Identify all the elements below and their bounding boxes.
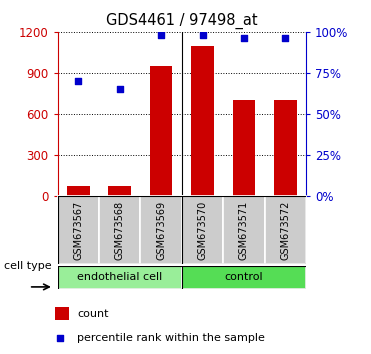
Point (117, 87, 123, 92)
Point (241, 36, 247, 41)
Text: GSM673570: GSM673570 (197, 200, 207, 260)
Text: GSM673571: GSM673571 (239, 200, 249, 260)
Point (200, 32, 206, 38)
Text: percentile rank within the sample: percentile rank within the sample (77, 333, 265, 343)
Bar (233, 101, 255, 196)
Bar (58, 266, 182, 289)
Text: GSM673569: GSM673569 (156, 200, 166, 260)
Bar (55, 307, 69, 320)
Bar (108, 186, 131, 196)
Bar (150, 66, 173, 196)
Text: endothelial cell: endothelial cell (77, 272, 162, 282)
Title: GDS4461 / 97498_at: GDS4461 / 97498_at (106, 13, 257, 29)
Text: GSM673567: GSM673567 (73, 200, 83, 260)
Text: GSM673572: GSM673572 (280, 200, 290, 260)
Point (158, 32, 164, 38)
Bar (182, 266, 306, 289)
Bar (99, 196, 140, 264)
Bar (182, 196, 223, 264)
Point (282, 36, 288, 41)
Point (75, 79, 81, 84)
Point (58, 335, 63, 341)
Text: count: count (77, 309, 108, 319)
Bar (223, 196, 265, 264)
Bar (67, 186, 90, 196)
Bar (191, 46, 214, 196)
Bar (274, 101, 297, 196)
Text: cell type: cell type (4, 261, 51, 272)
Text: control: control (224, 272, 263, 282)
Bar (58, 196, 99, 264)
Text: GSM673568: GSM673568 (115, 200, 125, 260)
Bar (265, 196, 306, 264)
Bar (140, 196, 182, 264)
